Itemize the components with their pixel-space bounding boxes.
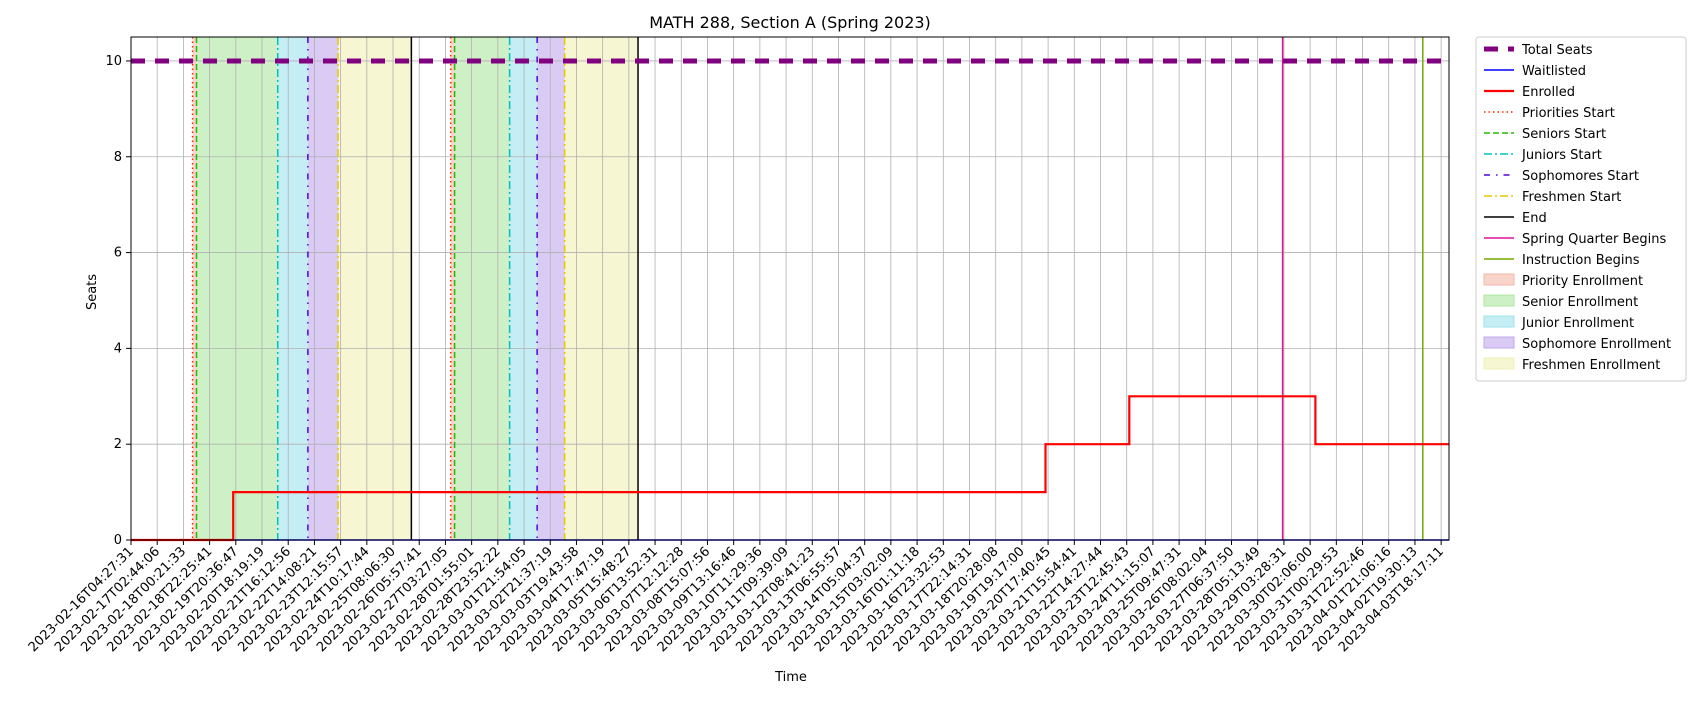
shaded-region-sophomore-enrollment [307, 37, 339, 540]
y-tick-label: 10 [105, 54, 122, 69]
legend-label: Freshmen Start [1522, 190, 1621, 205]
legend-item: Total Seats [1484, 43, 1593, 58]
legend-label: Priority Enrollment [1522, 274, 1643, 289]
legend-label: Instruction Begins [1522, 253, 1640, 268]
shaded-region-freshmen-enrollment [564, 37, 639, 540]
legend-item: Priorities Start [1484, 106, 1615, 121]
shaded-region-sophomore-enrollment [537, 37, 565, 540]
legend-label: Junior Enrollment [1521, 316, 1634, 331]
legend-label: Juniors Start [1521, 148, 1602, 163]
legend-swatch [1483, 273, 1515, 286]
legend-item: Freshmen Start [1484, 190, 1621, 205]
legend-swatch [1483, 294, 1515, 307]
shaded-region-senior-enrollment [454, 37, 510, 540]
plot-area: 02468102023-02-16T04:27:312023-02-17T02:… [26, 36, 1450, 655]
series-enrolled [131, 395, 1449, 542]
shaded-region-priority-enrollment [192, 37, 197, 540]
x-axis-label: Time [774, 670, 807, 685]
legend-label: End [1522, 211, 1547, 226]
plot-frame [130, 36, 1450, 541]
legend-label: Seniors Start [1522, 127, 1606, 142]
legend-item: Instruction Begins [1484, 253, 1640, 268]
legend-item: Priority Enrollment [1483, 273, 1643, 289]
legend-item: End [1484, 211, 1547, 226]
y-tick-label: 8 [114, 150, 122, 165]
y-axis-label: Seats [85, 274, 100, 310]
legend-item: Enrolled [1484, 85, 1575, 100]
legend-item: Waitlisted [1484, 64, 1586, 79]
y-tick-label: 2 [114, 437, 122, 452]
legend-swatch [1483, 315, 1515, 328]
legend-item: Juniors Start [1484, 148, 1602, 163]
shaded-region-junior-enrollment [509, 37, 538, 540]
legend-label: Sophomores Start [1522, 169, 1639, 184]
legend: Total Seats Waitlisted Enrolled Priorities … [1475, 36, 1687, 382]
chart-title: MATH 288, Section A (Spring 2023) [649, 13, 931, 32]
legend-swatch [1483, 336, 1515, 349]
legend-label: Total Seats [1521, 43, 1593, 58]
shaded-region-junior-enrollment [277, 37, 308, 540]
legend-item: Freshmen Enrollment [1483, 357, 1660, 373]
legend-label: Senior Enrollment [1522, 295, 1638, 310]
legend-label: Waitlisted [1522, 64, 1586, 79]
shaded-region-priority-enrollment [450, 37, 455, 540]
legend-label: Freshmen Enrollment [1522, 358, 1660, 373]
y-tick-label: 0 [114, 533, 122, 548]
legend-item: Sophomore Enrollment [1483, 336, 1671, 352]
legend-item: Sophomores Start [1484, 169, 1639, 184]
legend-item: Spring Quarter Begins [1484, 232, 1666, 247]
legend-item: Seniors Start [1484, 127, 1606, 142]
y-tick-label: 6 [114, 246, 122, 261]
shaded-region-freshmen-enrollment [338, 37, 412, 540]
legend-swatch [1483, 357, 1515, 370]
legend-label: Enrolled [1522, 85, 1575, 100]
shaded-region-senior-enrollment [196, 37, 278, 540]
legend-label: Priorities Start [1522, 106, 1615, 121]
legend-item: Junior Enrollment [1483, 315, 1634, 331]
y-tick-label: 4 [114, 341, 122, 356]
legend-label: Sophomore Enrollment [1522, 337, 1671, 352]
legend-item: Senior Enrollment [1483, 294, 1638, 310]
legend-box [1475, 36, 1687, 382]
legend-label: Spring Quarter Begins [1522, 232, 1666, 247]
